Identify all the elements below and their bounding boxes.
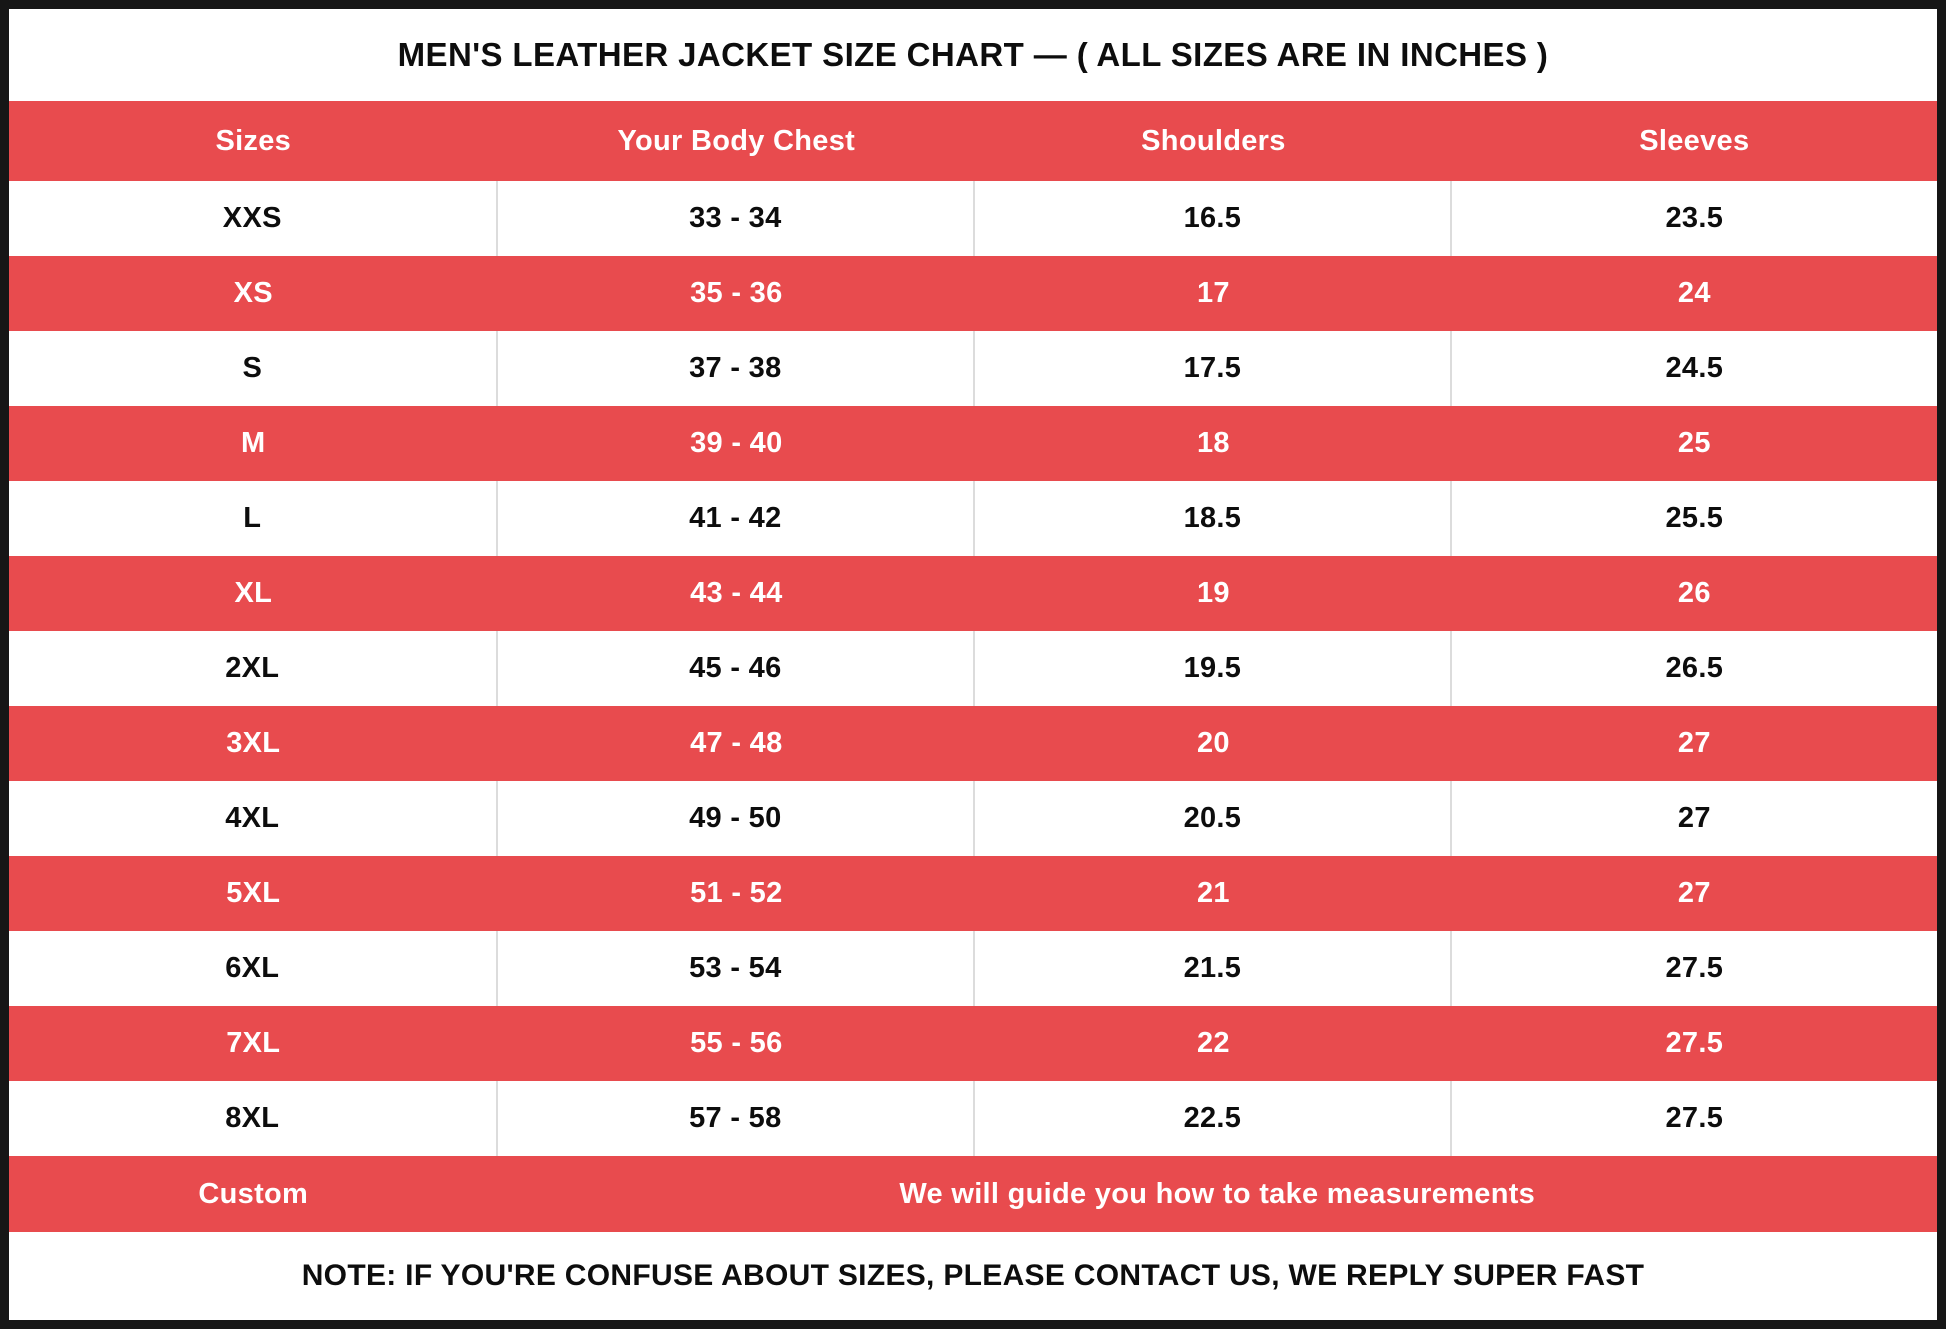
custom-size-row: Custom We will guide you how to take mea…	[9, 1156, 1937, 1232]
size-cell: 6XL	[9, 931, 498, 1006]
shoulders-cell: 22.5	[975, 1081, 1452, 1156]
chest-cell: 57 - 58	[498, 1081, 976, 1156]
shoulders-cell: 20.5	[975, 781, 1452, 856]
table-row: XXS 33 - 34 16.5 23.5	[9, 181, 1937, 256]
table-row: M 39 - 40 18 25	[9, 406, 1937, 481]
chest-cell: 51 - 52	[690, 877, 783, 909]
sleeves-cell: 27.5	[1665, 1102, 1724, 1134]
chest-cell: 43 - 44	[690, 577, 783, 609]
size-cell: XXS	[9, 181, 498, 256]
table-row: 3XL 47 - 48 20 27	[9, 706, 1937, 781]
column-header-sizes: Sizes	[215, 124, 292, 157]
table-row: S 37 - 38 17.5 24.5	[9, 331, 1937, 406]
chest-cell: 41 - 42	[498, 481, 976, 556]
sleeves-cell: 27	[1677, 727, 1711, 759]
shoulders-cell: 16.5	[975, 181, 1452, 256]
shoulders-cell: 21.5	[975, 931, 1452, 1006]
chest-cell: 45 - 46	[498, 631, 976, 706]
table-row: 8XL 57 - 58 22.5 27.5	[9, 1081, 1937, 1156]
custom-row-label: Custom	[198, 1177, 309, 1210]
shoulders-cell: 21	[1196, 877, 1230, 909]
chest-cell: 35 - 36	[690, 277, 783, 309]
size-cell: 3XL	[226, 727, 281, 759]
size-cell: 8XL	[9, 1081, 498, 1156]
chest-cell: 33 - 34	[498, 181, 976, 256]
chart-title: MEN'S LEATHER JACKET SIZE CHART — ( ALL …	[397, 36, 1549, 73]
custom-row-message: We will guide you how to take measuremen…	[899, 1177, 1536, 1210]
chest-cell: 53 - 54	[498, 931, 976, 1006]
shoulders-cell: 18.5	[975, 481, 1452, 556]
shoulders-cell: 17.5	[975, 331, 1452, 406]
table-row: 2XL 45 - 46 19.5 26.5	[9, 631, 1937, 706]
chest-cell: 47 - 48	[690, 727, 783, 759]
table-body: XXS 33 - 34 16.5 23.5 XS 35 - 36 17 24 S…	[9, 181, 1937, 1156]
sleeves-cell: 25.5	[1665, 502, 1724, 534]
size-cell: L	[9, 481, 498, 556]
size-cell: XS	[233, 277, 273, 309]
sleeves-cell: 27	[1677, 802, 1711, 834]
chest-cell: 55 - 56	[690, 1027, 783, 1059]
chest-cell: 49 - 50	[498, 781, 976, 856]
size-cell: 5XL	[226, 877, 281, 909]
size-cell: S	[9, 331, 498, 406]
shoulders-cell: 19	[1196, 577, 1230, 609]
size-cell: M	[241, 427, 266, 459]
table-row: XL 43 - 44 19 26	[9, 556, 1937, 631]
shoulders-cell: 18	[1196, 427, 1230, 459]
shoulders-cell: 20	[1196, 727, 1230, 759]
column-header-chest: Your Body Chest	[617, 124, 856, 157]
sleeves-cell: 26	[1677, 577, 1711, 609]
column-header-sleeves: Sleeves	[1639, 124, 1750, 157]
sleeves-cell: 26.5	[1665, 652, 1724, 684]
table-row: 6XL 53 - 54 21.5 27.5	[9, 931, 1937, 1006]
sleeves-cell: 25	[1677, 427, 1711, 459]
chest-cell: 39 - 40	[690, 427, 783, 459]
sleeves-cell: 27.5	[1665, 1027, 1724, 1059]
shoulders-cell: 19.5	[975, 631, 1452, 706]
size-cell: 7XL	[226, 1027, 281, 1059]
chest-cell: 37 - 38	[498, 331, 976, 406]
size-cell: 2XL	[9, 631, 498, 706]
shoulders-cell: 22	[1196, 1027, 1230, 1059]
sleeves-cell: 24	[1677, 277, 1711, 309]
table-row: 7XL 55 - 56 22 27.5	[9, 1006, 1937, 1081]
size-cell: XL	[234, 577, 273, 609]
column-header-shoulders: Shoulders	[1141, 124, 1286, 157]
shoulders-cell: 17	[1196, 277, 1230, 309]
sleeves-cell: 23.5	[1665, 202, 1724, 234]
table-row: 5XL 51 - 52 21 27	[9, 856, 1937, 931]
table-row: XS 35 - 36 17 24	[9, 256, 1937, 331]
table-row: L 41 - 42 18.5 25.5	[9, 481, 1937, 556]
note-text: NOTE: IF YOU'RE CONFUSE ABOUT SIZES, PLE…	[301, 1259, 1645, 1292]
sleeves-cell: 27.5	[1665, 952, 1724, 984]
sleeves-cell: 24.5	[1665, 352, 1724, 384]
table-header-row: Sizes Your Body Chest Shoulders Sleeves	[9, 101, 1937, 181]
table-row: 4XL 49 - 50 20.5 27	[9, 781, 1937, 856]
size-cell: 4XL	[9, 781, 498, 856]
sleeves-cell: 27	[1677, 877, 1711, 909]
